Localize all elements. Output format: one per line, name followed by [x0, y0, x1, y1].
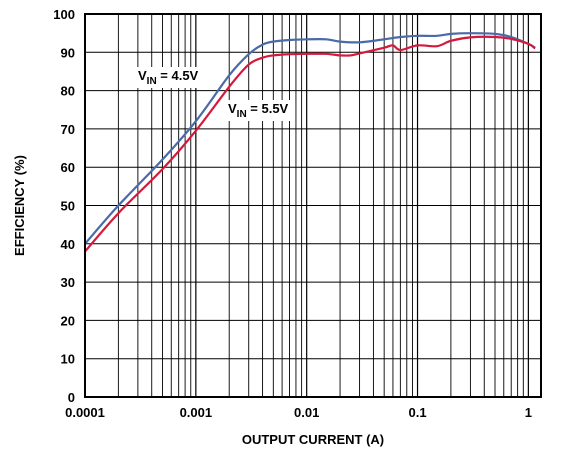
plot-frame: [84, 13, 542, 398]
series-label-2: VIN = 5.5V: [228, 101, 289, 120]
y-tick-label: 50: [61, 199, 75, 214]
y-tick-label: 0: [68, 390, 75, 405]
x-tick-label: 0.0001: [65, 405, 105, 420]
tick-labels: 0 10 20 30 40 50 60 70 80 90 100 0.0001 0.001 0.01 0.1…: [53, 7, 532, 420]
x-tick-label: 0.001: [180, 405, 213, 420]
series-lines: [84, 32, 536, 253]
series-line-2: [84, 35, 536, 253]
series-labels: VIN = 4.5V VIN = 5.5V: [135, 67, 292, 121]
series-label-background: [225, 100, 292, 121]
y-tick-label: 40: [61, 237, 75, 252]
x-axis-label: OUTPUT CURRENT (A): [242, 432, 384, 447]
y-tick-label: 100: [53, 7, 75, 22]
series-label-background: [135, 67, 202, 88]
y-tick-label: 90: [61, 45, 75, 60]
x-tick-label: 0.01: [294, 405, 319, 420]
y-tick-label: 20: [61, 313, 75, 328]
series-line-1: [84, 32, 536, 245]
y-tick-label: 30: [61, 275, 75, 290]
x-tick-label: 0.1: [408, 405, 426, 420]
y-tick-label: 60: [61, 160, 75, 175]
y-tick-label: 70: [61, 122, 75, 137]
y-tick-label: 80: [61, 84, 75, 99]
x-tick-label: 1: [525, 405, 532, 420]
y-tick-label: 10: [61, 352, 75, 367]
y-axis-label: EFFICIENCY (%): [12, 155, 27, 256]
series-label-1: VIN = 4.5V: [138, 68, 199, 87]
